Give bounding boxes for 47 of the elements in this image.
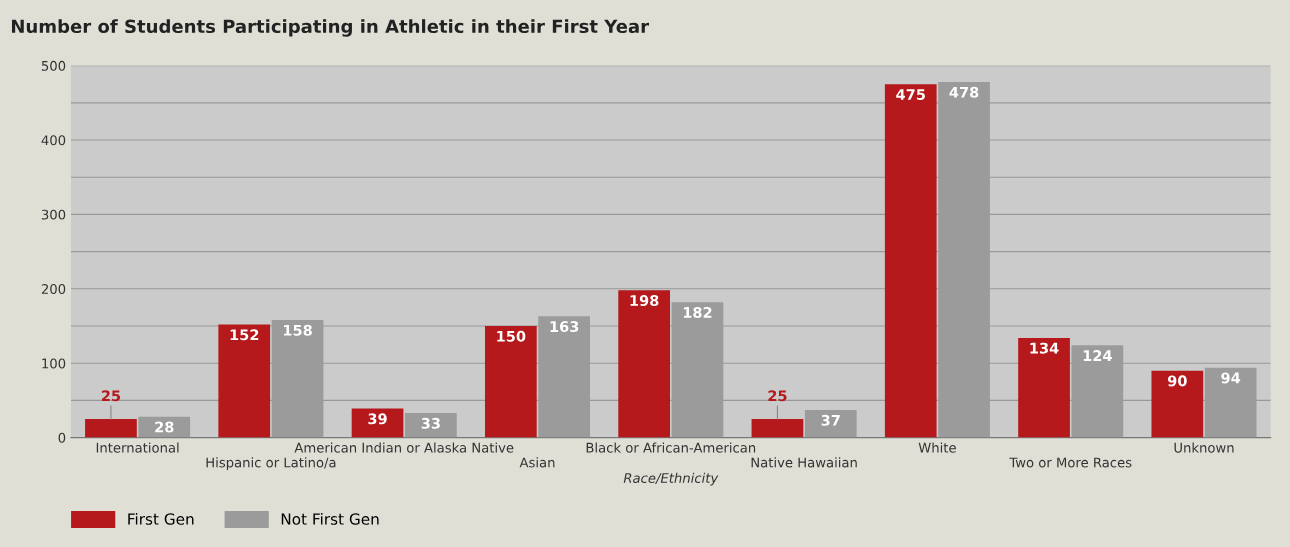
bar: [618, 290, 670, 438]
data-label: 28: [155, 421, 174, 433]
bar: [1018, 337, 1070, 438]
data-label: 25: [101, 390, 121, 402]
data-label: 37: [821, 414, 840, 426]
data-label: 182: [683, 306, 712, 318]
data-label: 150: [497, 330, 526, 342]
bar: [85, 419, 137, 438]
x-axis-title: Race/Ethnicity: [623, 472, 719, 486]
data-label: 158: [283, 324, 312, 336]
data-label: 475: [896, 89, 925, 100]
data-label: 25: [768, 390, 787, 402]
x-tick-label: White: [918, 442, 956, 453]
bar: [804, 410, 857, 438]
y-tick-label: 100: [42, 358, 66, 369]
y-tick-label: 400: [41, 135, 66, 146]
bar: [405, 413, 457, 438]
x-tick-label: Unknown: [1174, 442, 1234, 453]
bar: [218, 324, 271, 438]
x-tick-label: International: [96, 442, 179, 453]
data-label: 198: [630, 295, 659, 307]
chart-title: Number of Students Participating in Athletic in their First Year: [11, 19, 649, 37]
data-label: 124: [1083, 350, 1112, 361]
legend-label: Not First Gen: [281, 512, 379, 525]
x-tick-label: Asian: [519, 457, 555, 468]
data-label: 33: [421, 417, 440, 429]
y-tick-label: 300: [41, 209, 66, 220]
y-tick-label: 200: [41, 284, 66, 295]
x-tick-label: Black or African-American: [586, 442, 756, 453]
x-tick-label: American Indian or Alaska Native: [294, 442, 514, 453]
bar: [751, 419, 804, 438]
x-tick-label: Native Hawaiian: [751, 457, 857, 468]
legend-label: First Gen: [128, 512, 194, 525]
data-label: 478: [949, 86, 979, 98]
y-tick-label: 0: [58, 432, 66, 443]
x-tick-label: Two or More Races: [1009, 457, 1132, 468]
y-tick-label: 500: [41, 60, 66, 71]
bar: [884, 84, 937, 438]
data-label: 90: [1167, 375, 1187, 387]
bar: [1151, 370, 1204, 438]
data-label: 39: [368, 413, 387, 425]
bar: [484, 326, 537, 438]
x-tick-label: Hispanic or Latino/a: [206, 457, 336, 471]
data-label: 152: [230, 329, 259, 341]
data-label: 94: [1221, 372, 1241, 384]
data-label: 134: [1030, 342, 1059, 354]
data-label: 163: [550, 321, 579, 333]
